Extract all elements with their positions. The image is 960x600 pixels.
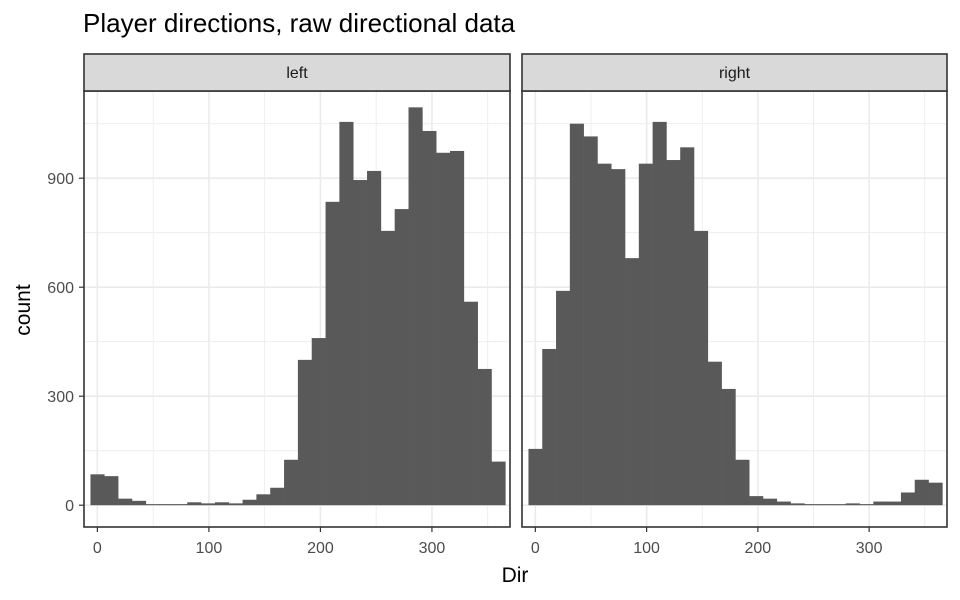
histogram-bar [900,492,916,506]
x-axis-label: Dir [502,564,529,587]
histogram-bar [638,163,653,506]
histogram-bar [528,448,543,506]
histogram-bar [436,152,451,506]
histogram-bar [187,502,202,506]
histogram-bar [284,459,299,506]
histogram-bar [556,290,571,506]
x-tick-label: 100 [196,540,223,557]
x-tick-label: 300 [856,540,883,557]
histogram-bar [173,504,188,506]
histogram-bar [859,504,874,506]
histogram-bar [118,498,133,506]
x-tick-label: 100 [633,540,660,557]
histogram-bar [542,348,557,506]
y-tick-label: 600 [47,280,74,297]
histogram-bar [749,496,764,506]
histogram-bar [721,388,736,506]
x-tick-label: 0 [531,540,540,557]
histogram-bar [597,163,612,506]
histogram-bar [297,359,313,506]
facet-strip [83,53,511,92]
histogram-bar [228,503,243,506]
x-axis-right: 0 100 200 300 [531,527,883,557]
histogram-bar [776,501,791,506]
histogram-bar [680,147,695,506]
histogram-bar [145,504,160,506]
facet-strip-label: left [286,65,308,82]
x-tick-label: 200 [307,540,334,557]
histogram-bar [845,503,860,506]
y-axis-label: count [12,284,35,336]
histogram-bar [159,504,174,506]
histogram-bar [477,368,492,506]
histogram-bar [583,136,598,506]
histogram-bar [887,501,902,506]
histogram-bar [380,230,395,506]
histogram-bar [450,150,465,506]
histogram-bar [625,258,640,506]
facet-strip-label: right [719,65,751,82]
histogram-bar [311,338,326,506]
histogram-bar [339,121,354,506]
y-tick-label: 900 [47,171,74,188]
x-axis-left: 0 100 200 300 [93,527,445,557]
histogram-bar [694,230,709,506]
histogram-bar [463,301,478,506]
histogram-bar [790,503,805,506]
histogram-bar [707,361,722,506]
x-tick-label: 0 [93,540,102,557]
histogram-bar [491,461,506,506]
histogram-bar [214,502,230,506]
histogram-bar [928,482,943,506]
histogram-bar [201,503,216,506]
histogram-bar [804,504,819,506]
histogram-bar [818,504,833,506]
histogram-bar [666,160,681,506]
y-axis: 0 300 600 900 [47,171,84,515]
histogram-bar [873,501,888,506]
x-tick-label: 200 [745,540,772,557]
histogram-bar [367,170,382,506]
histogram-bar [90,474,105,506]
histogram-bar [256,494,271,506]
histogram-bar [611,169,626,506]
panel-left: left [83,53,511,528]
histogram-bar [762,498,778,506]
histogram-bar [104,476,119,506]
histogram-bar [652,121,667,506]
histogram-bar [569,123,584,506]
histogram-bar [914,479,929,506]
histogram-bar [325,201,340,506]
panel-right: right [521,53,948,528]
y-tick-label: 300 [47,389,74,406]
histogram-bar [408,107,423,506]
histogram-bar [422,130,437,506]
x-tick-label: 300 [419,540,446,557]
histogram-bar [394,209,409,506]
histogram-bar [242,499,257,506]
facet-strip [521,53,948,92]
histogram-bar [270,487,285,506]
chart-title: Player directions, raw directional data [83,8,516,38]
y-tick-label: 0 [65,498,74,515]
histogram-bar [353,180,368,506]
histogram-bar [735,459,750,506]
histogram-bar [131,500,147,506]
histogram-bar [831,504,847,506]
